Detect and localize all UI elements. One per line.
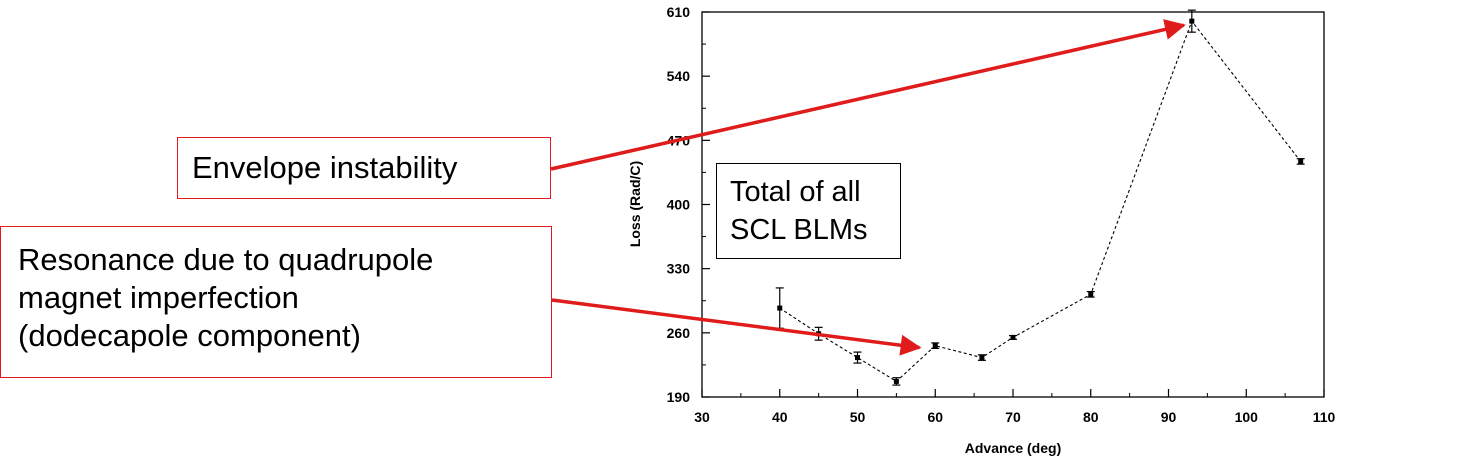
callout-resonance-line-1: Resonance due to quadrupole xyxy=(18,242,434,277)
point-marker xyxy=(1088,291,1094,297)
y-tick-label: 540 xyxy=(667,68,691,84)
data-point xyxy=(1086,290,1095,298)
x-tick-label: 80 xyxy=(1083,409,1099,425)
callout-resonance-line-3: (dodecapole component) xyxy=(18,318,361,353)
data-point xyxy=(977,354,986,361)
y-tick-label: 190 xyxy=(667,389,691,405)
annotation-arrow xyxy=(550,19,1186,171)
callout-envelope-instability: Envelope instability xyxy=(177,137,551,199)
point-marker xyxy=(932,343,938,349)
x-tick-label: 70 xyxy=(1005,409,1021,425)
data-point xyxy=(1296,158,1305,165)
callout-resonance: Resonance due to quadrupole magnet imper… xyxy=(0,226,552,378)
callout-resonance-line-2: magnet imperfection xyxy=(18,280,299,315)
y-tick-label: 260 xyxy=(667,325,691,341)
x-axis: 30 40 50 60 70 80 90 100 110 xyxy=(694,389,1336,425)
series-label-line-2: SCL BLMs xyxy=(730,214,868,246)
data-point xyxy=(1187,9,1196,33)
point-marker xyxy=(777,305,783,311)
x-tick-label: 40 xyxy=(772,409,788,425)
y-axis-title: Loss (Rad/C) xyxy=(627,161,643,247)
x-axis-title: Advance (deg) xyxy=(965,440,1061,456)
series-line-path xyxy=(779,20,1302,383)
x-tick-label: 50 xyxy=(850,409,866,425)
callout-envelope-text: Envelope instability xyxy=(192,150,458,185)
point-marker xyxy=(1189,18,1195,24)
point-marker xyxy=(979,355,985,361)
data-point xyxy=(892,377,901,386)
series-label-line-1: Total of all xyxy=(730,176,861,208)
point-marker xyxy=(1010,334,1016,340)
data-point xyxy=(1009,334,1017,340)
y-tick-label: 610 xyxy=(667,4,691,20)
point-marker xyxy=(893,378,899,384)
point-marker xyxy=(855,355,860,361)
y-axis: 190260330400470540610 xyxy=(667,4,710,405)
series-label-box: Total of all SCL BLMs xyxy=(716,163,901,259)
data-point xyxy=(853,351,862,364)
x-tick-label: 60 xyxy=(927,409,943,425)
y-tick-label: 400 xyxy=(667,197,691,213)
x-tick-label: 100 xyxy=(1235,409,1259,425)
annotation-arrows xyxy=(550,19,1186,356)
x-tick-label: 30 xyxy=(694,409,710,425)
series-line xyxy=(779,20,1302,383)
x-tick-label: 110 xyxy=(1313,409,1336,425)
annotation-arrow xyxy=(551,298,922,356)
x-tick-label: 90 xyxy=(1161,409,1177,425)
y-tick-label: 330 xyxy=(667,261,691,277)
point-marker xyxy=(1298,158,1304,164)
data-point xyxy=(931,342,940,350)
